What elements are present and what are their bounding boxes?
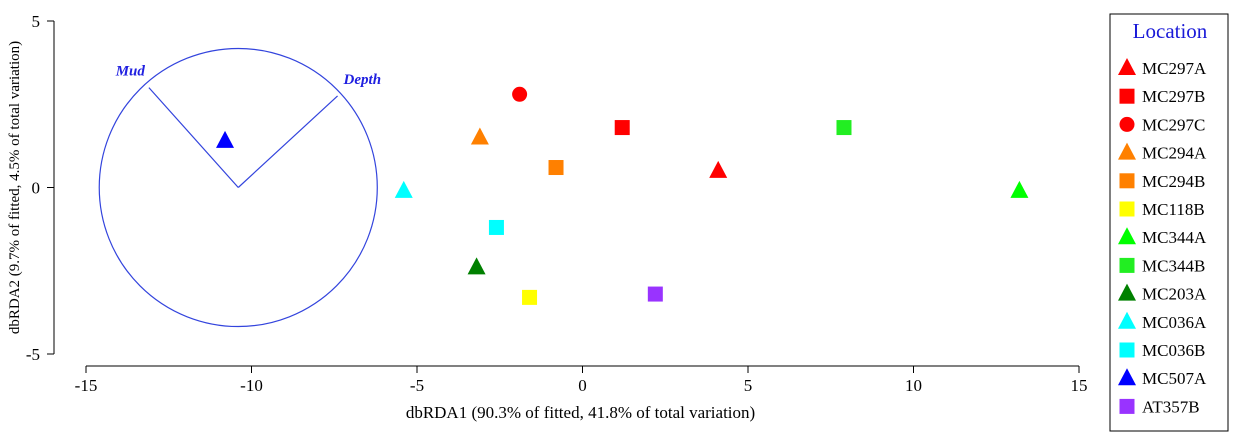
legend-marker-mc344a [1118,227,1136,245]
legend-marker-mc507a [1118,368,1136,386]
legend-label: MC118B [1142,200,1205,219]
x-axis-label: dbRDA1 (90.3% of fitted, 41.8% of total … [406,403,755,422]
legend: Location MC297AMC297BMC297CMC294AMC294BM… [1109,13,1229,432]
point-mc297a [709,160,728,178]
point-mc507a [216,130,235,148]
data-points [216,86,1029,305]
legend-label: MC297B [1142,87,1205,106]
legend-item-mc297b: MC297B [1119,87,1205,106]
legend-label: MC344B [1142,256,1205,275]
legend-label: MC344A [1142,228,1207,247]
legend-item-mc297c: MC297C [1119,115,1205,134]
plot-area: -15 -10 -5 0 5 10 15 5 0 -5 Mud Depth [26,12,1088,395]
point-mc036a [394,180,413,198]
legend-label: MC297A [1142,59,1207,78]
legend-label: MC294B [1142,172,1205,191]
legend-label: MC297C [1142,115,1205,134]
legend-marker-mc297c [1119,116,1135,132]
vector-line-depth [237,95,338,188]
legend-label: MC507A [1142,369,1207,388]
legend-label: MC203A [1142,285,1207,304]
point-at357b [647,286,663,302]
legend-box [1109,13,1229,432]
point-mc297b [614,120,630,136]
legend-item-mc118b: MC118B [1119,200,1205,219]
vector-label-depth: Depth [343,72,382,88]
x-tick-label: 5 [744,376,753,395]
vector-label-mud: Mud [115,64,146,80]
y-tick-label: -5 [26,345,40,364]
x-tick-label: 15 [1071,376,1088,395]
x-tick-label: -5 [410,376,424,395]
y-tick-label: 5 [32,12,41,31]
legend-item-mc294a: MC294A [1118,142,1207,163]
legend-marker-mc297a [1118,58,1136,75]
legend-label: MC294A [1142,144,1207,163]
legend-item-mc203a: MC203A [1118,283,1207,304]
vector-overlay: Mud Depth [98,47,382,328]
point-mc294a [470,127,489,145]
legend-item-mc294b: MC294B [1119,172,1205,191]
x-tick-label: -10 [240,376,263,395]
legend-marker-mc036b [1119,342,1135,358]
y-tick-label: 0 [32,179,41,198]
vector-correlation-circle [98,47,378,328]
x-tick-label: 10 [905,376,922,395]
legend-marker-mc036a [1118,311,1136,329]
legend-marker-mc344b [1119,257,1135,273]
x-tick-label: -15 [75,376,98,395]
legend-marker-at357b [1119,398,1135,414]
vector-line-mud [148,87,239,188]
legend-item-at357b: AT357B [1119,397,1200,416]
legend-item-mc036b: MC036B [1119,341,1205,360]
x-tick-label: 0 [578,376,587,395]
point-mc203a [467,257,486,275]
legend-item-mc507a: MC507A [1118,368,1207,388]
legend-label: AT357B [1142,397,1200,416]
point-mc344b [836,120,852,136]
legend-marker-mc294b [1119,173,1135,189]
legend-item-mc036a: MC036A [1118,311,1207,332]
legend-label: MC036B [1142,341,1205,360]
legend-label: MC036A [1142,313,1207,332]
legend-marker-mc118b [1119,201,1135,217]
legend-item-mc297a: MC297A [1118,58,1207,78]
y-axis-ticks: 5 0 -5 [26,12,54,364]
legend-items: MC297A MC297B MC297C MC294A MC294B MC118B MC34… [1118,58,1207,416]
legend-marker-mc203a [1118,283,1136,301]
legend-marker-mc297b [1119,88,1135,104]
legend-marker-mc294a [1118,142,1136,160]
point-mc036b [488,219,504,235]
point-mc118b [522,289,538,305]
point-mc344a [1010,180,1029,198]
legend-item-mc344b: MC344B [1119,256,1205,275]
point-mc297c [512,86,528,102]
point-mc294b [548,160,564,176]
y-axis-label: dbRDA2 (9.7% of fitted, 4.5% of total va… [7,41,23,334]
legend-title: Location [1133,19,1208,43]
legend-item-mc344a: MC344A [1118,227,1207,247]
x-axis-ticks: -15 -10 -5 0 5 10 15 [75,366,1088,395]
